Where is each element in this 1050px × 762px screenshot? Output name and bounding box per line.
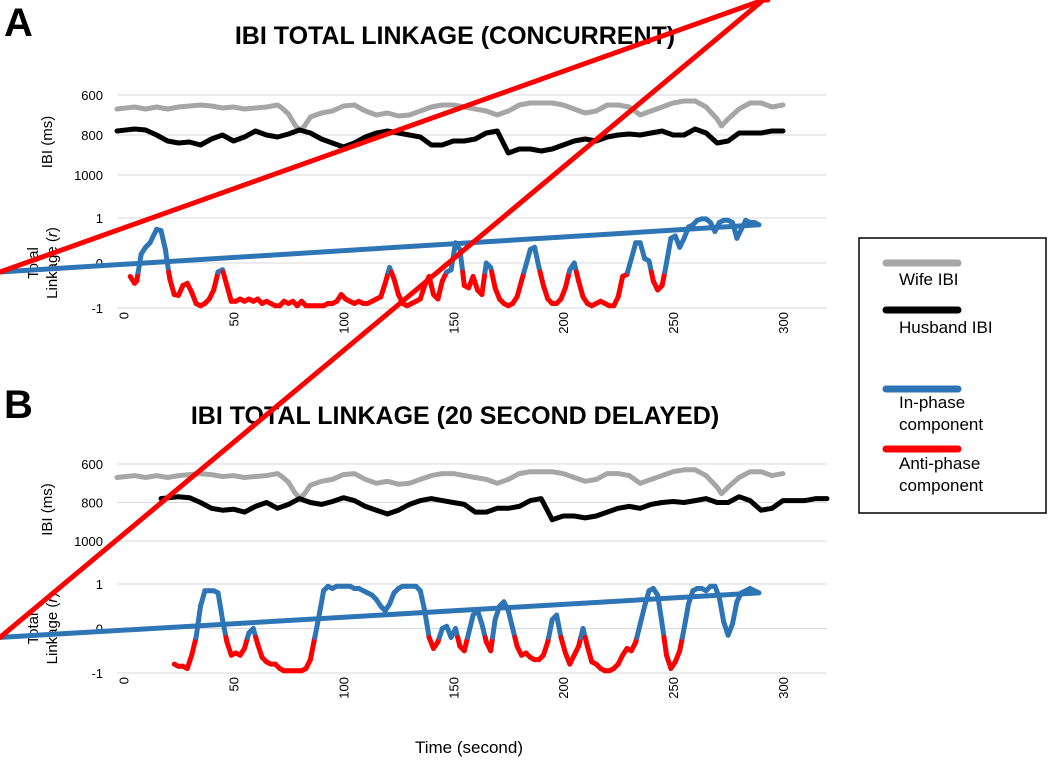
anti-phase-segment <box>0 0 766 640</box>
anti-phase-segment <box>307 634 318 663</box>
x-tick-label: 200 <box>556 312 571 334</box>
ibi-tick-label: 600 <box>81 88 103 103</box>
in-phase-segment <box>664 235 674 266</box>
ibi-tick-label: 1000 <box>74 168 103 183</box>
in-phase-segment <box>554 612 564 640</box>
in-phase-segment <box>637 603 648 627</box>
in-phase-segment <box>546 617 555 640</box>
anti-phase-segment <box>0 0 766 275</box>
anti-phase-segment <box>211 269 221 293</box>
anti-phase-segment <box>615 274 626 300</box>
linkage-tick-label: -1 <box>91 666 103 681</box>
anti-phase-segment <box>435 278 445 302</box>
x-tick-label: 0 <box>117 312 132 319</box>
x-tick-label: 50 <box>227 677 242 691</box>
in-phase-segment <box>0 222 762 275</box>
in-phase-segment <box>532 244 542 270</box>
linkage-tick-label: -1 <box>91 301 103 316</box>
x-tick-label: 300 <box>776 312 791 334</box>
anti-phase-segment <box>189 634 199 658</box>
ibi-tick-label: 800 <box>81 128 103 143</box>
wife-ibi-line <box>114 467 786 501</box>
ibi-tick-label: 600 <box>81 457 103 472</box>
in-phase-segment <box>422 608 432 640</box>
anti-phase-segment <box>479 269 488 297</box>
panel-letter-a: A <box>4 1 33 45</box>
anti-phase-segment <box>391 276 401 297</box>
x-tick-label: 100 <box>336 312 351 334</box>
ibi-tick-label: 1000 <box>74 534 103 549</box>
linkage-tick-label: 1 <box>96 577 103 592</box>
in-phase-segment <box>637 240 648 261</box>
in-phase-segment <box>198 588 208 609</box>
wife-ibi-line <box>114 98 786 133</box>
in-phase-segment <box>716 594 727 625</box>
in-phase-segment <box>505 608 516 631</box>
panel-b-title: IBI TOTAL LINKAGE (20 SECOND DELAYED) <box>191 402 719 430</box>
legend-label: Wife IBI <box>899 270 959 289</box>
in-phase-segment <box>466 612 476 636</box>
in-phase-segment <box>681 601 691 631</box>
anti-phase-segment <box>558 634 568 656</box>
x-tick-label: 250 <box>666 312 681 334</box>
in-phase-segment <box>628 240 639 261</box>
in-phase-segment <box>147 226 160 246</box>
anti-phase-segment <box>562 269 572 291</box>
linkage-y-axis-label-line: Linkage (r) <box>44 593 61 665</box>
panel-letter-b: B <box>4 383 33 427</box>
x-tick-label: 250 <box>666 677 681 699</box>
in-phase-segment <box>158 228 168 252</box>
anti-phase-segment <box>661 634 669 658</box>
linkage-tick-label: 1 <box>96 211 103 226</box>
linkage-tick-label: 0 <box>96 622 103 637</box>
legend-label: Anti-phase <box>899 454 980 473</box>
husband-ibi-line <box>158 494 830 523</box>
anti-phase-segment <box>576 278 586 300</box>
in-phase-segment <box>0 590 762 640</box>
legend-label: component <box>899 476 983 495</box>
linkage-y-axis-label-line: Linkage (r) <box>44 227 61 299</box>
in-phase-segment <box>193 603 203 640</box>
x-tick-label: 0 <box>117 677 132 684</box>
in-phase-segment <box>215 590 225 623</box>
x-tick-label: 300 <box>776 677 791 699</box>
x-tick-label: 150 <box>446 312 461 334</box>
in-phase-segment <box>523 247 533 268</box>
anti-phase-segment <box>167 276 177 297</box>
ibi-tick-label: 800 <box>81 496 103 511</box>
in-phase-segment <box>730 599 740 627</box>
anti-phase-segment <box>224 283 234 304</box>
x-axis-label: Time (second) <box>415 738 523 757</box>
husband-ibi-line <box>114 126 786 156</box>
legend: Wife IBI Husband IBI In-phase component Anti… <box>858 237 1047 514</box>
x-tick-label: 50 <box>227 312 242 326</box>
ibi-y-axis-label: IBI (ms) <box>39 483 56 536</box>
ibi-y-axis-label: IBI (ms) <box>39 116 56 169</box>
anti-phase-segment <box>489 269 498 291</box>
legend-label: In-phase <box>899 393 965 412</box>
legend-label: component <box>899 415 983 434</box>
in-phase-segment <box>417 588 428 614</box>
in-phase-segment <box>490 617 498 640</box>
legend-label: Husband IBI <box>899 318 993 337</box>
panel-a-title: IBI TOTAL LINKAGE (CONCURRENT) <box>235 22 675 50</box>
legend-box <box>858 237 1047 514</box>
x-tick-label: 150 <box>446 677 461 699</box>
anti-phase-segment <box>514 278 524 300</box>
x-tick-label: 100 <box>336 677 351 699</box>
in-phase-segment <box>316 588 327 618</box>
anti-phase-segment <box>584 643 595 665</box>
x-tick-label: 200 <box>556 677 571 699</box>
